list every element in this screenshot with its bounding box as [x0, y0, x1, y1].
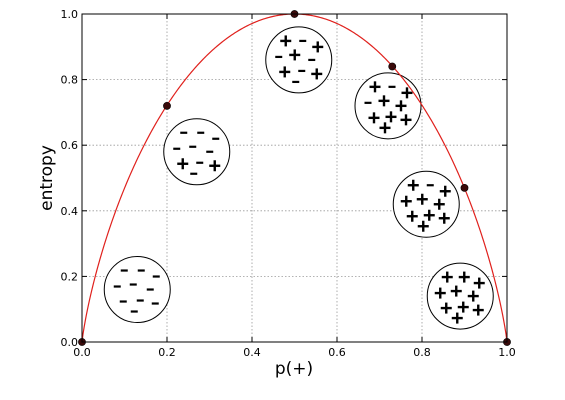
sample-group — [163, 118, 231, 186]
sample-group — [103, 256, 171, 324]
x-tick-label: 0.4 — [243, 346, 261, 359]
sample-groups — [103, 26, 494, 330]
y-tick-label: 0.0 — [61, 336, 79, 349]
x-tick-label: 0.8 — [413, 346, 431, 359]
sample-group — [426, 262, 494, 330]
y-tick-label: 0.2 — [61, 270, 79, 283]
sample-group-circle — [392, 170, 460, 238]
data-point — [388, 62, 397, 71]
x-tick-label: 0.6 — [328, 346, 346, 359]
sample-group-circle — [163, 118, 231, 186]
sample-group-circle — [265, 26, 333, 94]
y-axis-label: entropy — [37, 145, 57, 211]
x-tick-label: 0.2 — [158, 346, 176, 359]
sample-group — [265, 26, 333, 94]
data-point — [460, 183, 469, 192]
axes-layer: 0.0 0.2 0.4 0.6 0.8 1.0 0.0 0.2 0.4 0.6 0.8 1.0 — [61, 8, 516, 359]
sample-group — [354, 72, 422, 140]
plot-frame — [81, 13, 508, 343]
x-tick-label: 0.0 — [73, 346, 91, 359]
sample-group — [392, 170, 460, 238]
sample-group-circle — [103, 256, 171, 324]
sample-group-circle — [426, 262, 494, 330]
sample-group-circle — [354, 72, 422, 140]
y-tick-label: 0.6 — [61, 139, 79, 152]
y-tick-label: 0.4 — [61, 205, 79, 218]
x-tick-label: 1.0 — [498, 346, 516, 359]
y-tick-label: 0.8 — [61, 74, 79, 87]
x-axis-label: p(+) — [275, 359, 313, 379]
y-tick-label: 1.0 — [61, 8, 79, 21]
data-point — [163, 101, 171, 110]
